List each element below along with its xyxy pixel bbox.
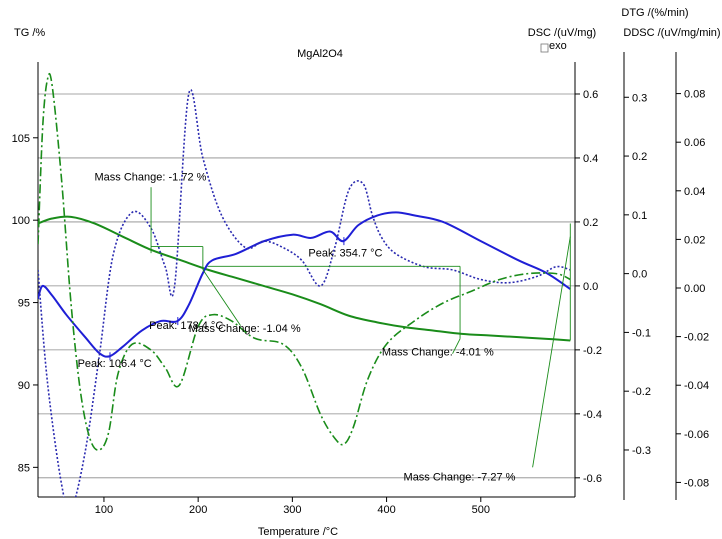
dtg-tick-label: -0.3: [632, 445, 651, 457]
annotation-layer: Mass Change: -1.72 % Mass Change: -1.04 %…: [78, 172, 571, 484]
tg-tick-label: 85: [18, 462, 30, 474]
dsc-tick-label: 0.2: [583, 217, 598, 229]
ddsc-tick-label: 0.00: [684, 283, 705, 295]
tg-curve: [38, 215, 571, 342]
ddsc-tick-label: -0.06: [684, 429, 709, 441]
x-axis-label: Temperature /°C: [258, 526, 338, 538]
ddsc-tick-label: 0.04: [684, 186, 705, 198]
ddsc-tick-label: 0.06: [684, 137, 705, 149]
annotation-label: Peak: 354.7 °C: [308, 247, 382, 259]
plot-frame: [37, 62, 576, 498]
tg-tick-label: 95: [18, 298, 30, 310]
annotation-label: Peak: 106.4 °C: [78, 358, 152, 370]
dtg-tick-label: -0.1: [632, 327, 651, 339]
x-tick-label: 300: [283, 504, 301, 516]
dsc-axis-label: DSC /(uV/mg): [528, 27, 596, 39]
annotation-label: Mass Change: -4.01 %: [382, 346, 494, 358]
mass-change-leader: [532, 236, 571, 468]
dsc-curve: [38, 211, 571, 358]
tg-tick-label: 100: [12, 215, 30, 227]
tg-axis-label: TG /%: [14, 27, 45, 39]
ddsc-tick-label: -0.02: [684, 332, 709, 344]
dsc-tick-label: 0.6: [583, 89, 598, 101]
mass-change-leader: [202, 269, 241, 326]
annotation-label: Mass Change: -1.04 %: [189, 323, 301, 335]
chart-title: MgAl2O4: [297, 48, 343, 60]
ddsc-tick-label: -0.08: [684, 477, 709, 489]
dtg-tick-label: -0.2: [632, 386, 651, 398]
ddsc-axis-label: DDSC /(uV/mg/min): [623, 27, 720, 39]
dtg-tick-label: 0.1: [632, 210, 647, 222]
annotation-label: Peak: 178.4 °C: [149, 320, 223, 332]
ddsc-tick-label: -0.04: [684, 380, 709, 392]
ddsc-tick-label: 0.02: [684, 234, 705, 246]
dtg-dotted-curve: [38, 89, 571, 497]
grid: [38, 93, 575, 479]
tg-tick-label: 90: [18, 380, 30, 392]
dtg-tick-label: 0.2: [632, 151, 647, 163]
dtg-dashdot-curve: [38, 72, 571, 451]
ddsc-tick-label: 0.08: [684, 89, 705, 101]
annotation-label: Mass Change: -7.27 %: [404, 472, 516, 484]
dtg-tick-label: 0.0: [632, 269, 647, 281]
dtg-tick-label: 0.3: [632, 92, 647, 104]
axes-layer: 100 200 300 400 500 85 90 95 100 105 -0.6 -0.4 -0.2 0…: [12, 52, 709, 516]
dsc-tick-label: 0.0: [583, 281, 598, 293]
dsc-tick-label: -0.6: [583, 473, 602, 485]
x-tick-label: 500: [472, 504, 490, 516]
dsc-tick-label: 0.4: [583, 153, 598, 165]
series-layer: [38, 72, 571, 497]
dsc-tick-label: -0.2: [583, 345, 602, 357]
mass-change-leader: [452, 338, 461, 354]
dtg-axis-label: DTG /(%/min): [621, 7, 688, 19]
x-tick-label: 400: [377, 504, 395, 516]
x-tick-label: 200: [189, 504, 207, 516]
x-tick-label: 100: [95, 504, 113, 516]
exo-arrow-icon: [540, 43, 549, 53]
exo-label: exo: [549, 40, 567, 52]
annotation-label: Mass Change: -1.72 %: [95, 172, 207, 184]
tg-tick-label: 105: [12, 133, 30, 145]
dsc-tick-label: -0.4: [583, 409, 602, 421]
